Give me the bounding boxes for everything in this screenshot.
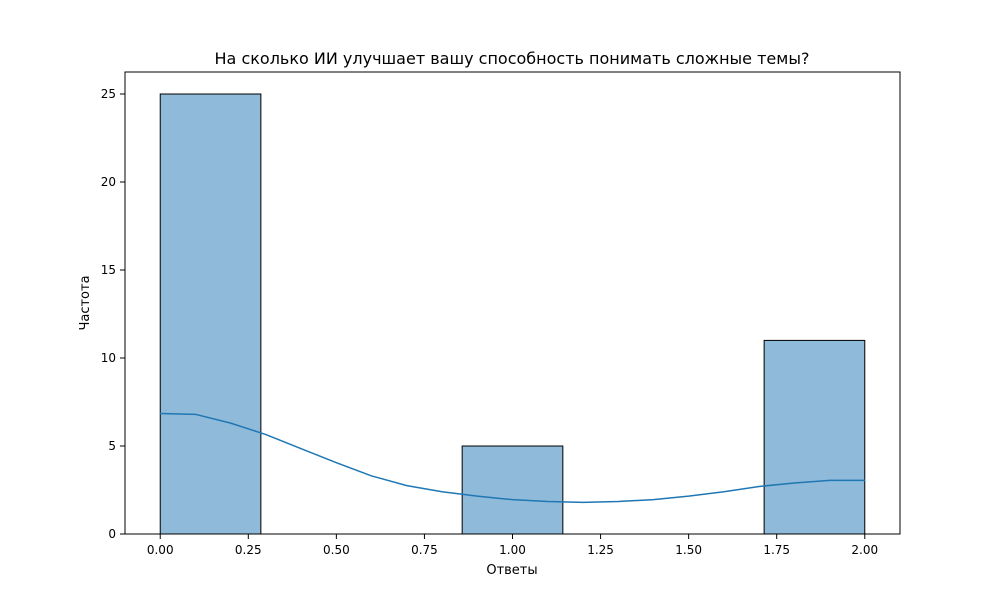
bars-layer	[159, 93, 866, 535]
y-tick-label-1: 5	[108, 439, 116, 453]
histogram-bar-2	[763, 339, 866, 535]
x-axis-label: Ответы	[486, 563, 537, 578]
x-ticks-layer: 0.00 0.25 0.50 0.75 1.00 1.25 1.50 1.75 2.00	[147, 534, 878, 557]
y-ticks-layer: 0 5 10 15 20 25	[101, 87, 125, 541]
x-tick-label-2: 0.50	[323, 543, 350, 557]
chart-title: На сколько ИИ улучшает вашу способность …	[215, 49, 810, 68]
y-tick-label-5: 25	[101, 87, 116, 101]
x-tick-label-7: 1.75	[763, 543, 790, 557]
y-tick-label-2: 10	[101, 351, 116, 365]
histogram-bar-0	[159, 93, 262, 535]
kde-layer	[159, 412, 866, 504]
y-tick-label-0: 0	[108, 527, 116, 541]
kde-curve	[159, 412, 866, 504]
y-tick-label-4: 20	[101, 175, 116, 189]
histogram-bar-1	[461, 445, 564, 535]
x-tick-label-4: 1.00	[499, 543, 526, 557]
x-tick-label-5: 1.25	[587, 543, 614, 557]
y-axis-label: Частота	[78, 275, 93, 330]
x-tick-label-6: 1.50	[675, 543, 702, 557]
plot-frame	[124, 71, 901, 535]
x-tick-label-0: 0.00	[147, 543, 174, 557]
x-tick-label-3: 0.75	[411, 543, 438, 557]
y-tick-label-3: 15	[101, 263, 116, 277]
x-tick-label-8: 2.00	[851, 543, 878, 557]
x-tick-label-1: 0.25	[235, 543, 262, 557]
